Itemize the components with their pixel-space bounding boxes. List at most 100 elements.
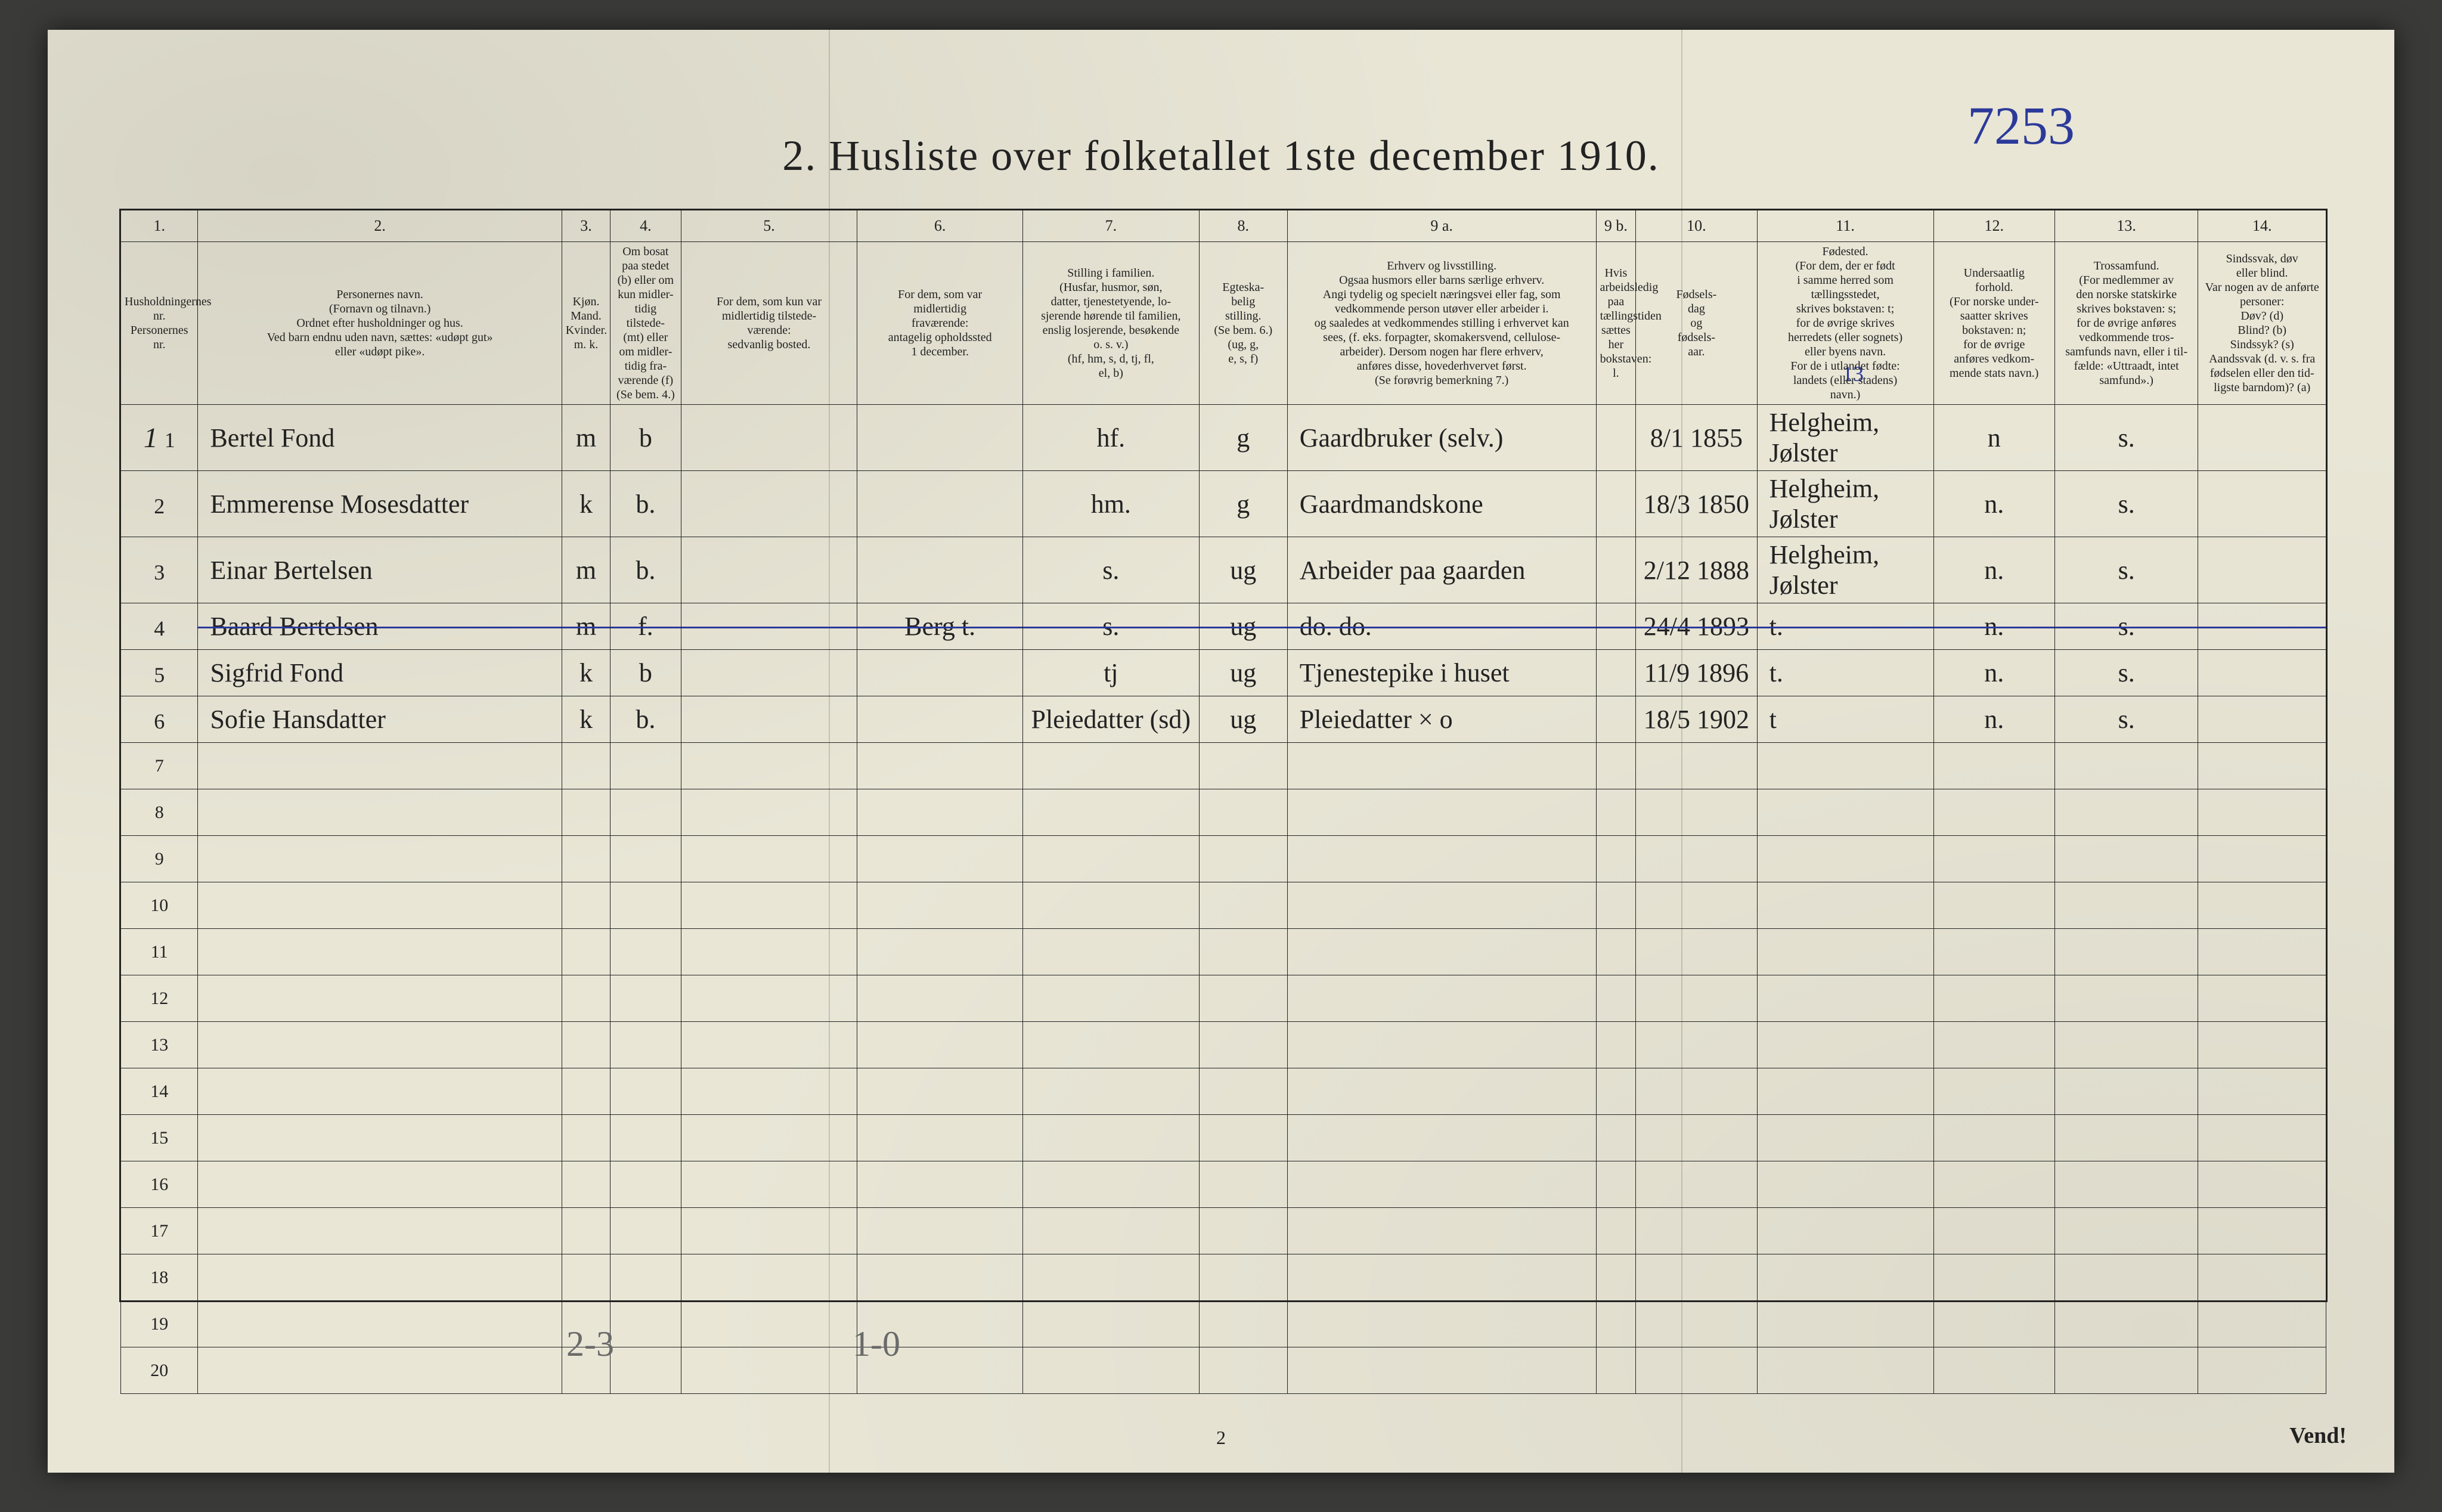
table-cell (198, 975, 562, 1022)
table-cell (1596, 1208, 1636, 1254)
table-cell (857, 537, 1022, 603)
table-row: 15 (121, 1115, 2326, 1161)
table-cell: b. (610, 696, 681, 743)
table-cell: k (562, 696, 610, 743)
table-cell: ug (1199, 696, 1287, 743)
table-cell (562, 1022, 610, 1068)
table-cell (562, 789, 610, 836)
table-cell (681, 1022, 857, 1068)
table-cell (1022, 1068, 1199, 1115)
table-row: 19 (121, 1301, 2326, 1347)
table-cell (1022, 1347, 1199, 1394)
table-cell (198, 1347, 562, 1394)
table-cell: s. (2054, 696, 2198, 743)
table-cell (1287, 789, 1596, 836)
table-cell: s. (2054, 405, 2198, 471)
col-number: 13. (2054, 210, 2198, 242)
table-cell: tj (1022, 650, 1199, 696)
table-cell (1933, 882, 2054, 929)
table-cell (1199, 1161, 1287, 1208)
table-cell (1933, 1347, 2054, 1394)
table-cell: Pleiedatter (sd) (1022, 696, 1199, 743)
table-cell (198, 1301, 562, 1347)
table-cell: Sigfrid Fond (198, 650, 562, 696)
table-cell: Sofie Hansdatter (198, 696, 562, 743)
table-cell (1596, 789, 1636, 836)
table-cell (1287, 929, 1596, 975)
table-cell (1636, 1347, 1757, 1394)
table-cell: 2/12 1888 (1636, 537, 1757, 603)
table-cell (1596, 696, 1636, 743)
row-number: 5 (121, 650, 198, 696)
table-cell (1933, 1254, 2054, 1301)
table-row: 3Einar Bertelsenmb.s.ugArbeider paa gaar… (121, 537, 2326, 603)
table-cell: s. (1022, 603, 1199, 650)
table-cell: Tjenestepike i huset (1287, 650, 1596, 696)
col-number: 9 b. (1596, 210, 1636, 242)
table-cell (2054, 929, 2198, 975)
table-cell (1287, 975, 1596, 1022)
table-cell (198, 1068, 562, 1115)
table-cell (1636, 836, 1757, 882)
census-page: 2. Husliste over folketallet 1ste decemb… (48, 30, 2394, 1473)
table-cell (2198, 975, 2326, 1022)
table-cell: Helgheim, Jølster (1757, 537, 1933, 603)
table-cell (1757, 1068, 1933, 1115)
census-table-wrap: 1.2.3.4.5.6.7.8.9 a.9 b.10.11.12.13.14.H… (119, 209, 2328, 1302)
table-cell (1636, 1161, 1757, 1208)
table-cell (1287, 1115, 1596, 1161)
table-cell (198, 743, 562, 789)
table-cell (1596, 929, 1636, 975)
table-cell (610, 1115, 681, 1161)
table-cell (681, 1115, 857, 1161)
table-cell (1757, 836, 1933, 882)
table-cell (2198, 696, 2326, 743)
table-cell (1636, 1022, 1757, 1068)
table-cell (2054, 789, 2198, 836)
table-cell: m (562, 603, 610, 650)
table-cell (857, 405, 1022, 471)
table-cell (562, 836, 610, 882)
table-cell: 18/5 1902 (1636, 696, 1757, 743)
table-cell: k (562, 471, 610, 537)
col-header: Trossamfund.(For medlemmer avden norske … (2054, 242, 2198, 405)
table-cell (681, 929, 857, 975)
row-number: 3 (121, 537, 198, 603)
table-row: 13 (121, 1022, 2326, 1068)
table-row: 12 (121, 975, 2326, 1022)
table-cell: b. (610, 471, 681, 537)
table-cell (1757, 929, 1933, 975)
row-number: 1 1 (121, 405, 198, 471)
row-number: 13 (121, 1022, 198, 1068)
col-number: 12. (1933, 210, 2054, 242)
table-cell (610, 1254, 681, 1301)
table-cell (681, 603, 857, 650)
table-cell (562, 1115, 610, 1161)
table-cell (198, 1022, 562, 1068)
table-cell (681, 882, 857, 929)
table-cell (2054, 836, 2198, 882)
pencil-note: 2-3 (566, 1324, 614, 1365)
table-cell (2054, 1068, 2198, 1115)
row-number: 6 (121, 696, 198, 743)
table-cell (1933, 1068, 2054, 1115)
table-cell (681, 696, 857, 743)
table-cell: Gaardbruker (selv.) (1287, 405, 1596, 471)
table-cell (562, 975, 610, 1022)
table-cell: n. (1933, 471, 2054, 537)
table-cell (198, 929, 562, 975)
table-cell: Berg t. (857, 603, 1022, 650)
table-cell: m (562, 405, 610, 471)
table-cell (857, 471, 1022, 537)
table-cell: do. do. (1287, 603, 1596, 650)
table-cell (1022, 1115, 1199, 1161)
table-cell (610, 1301, 681, 1347)
table-cell (1287, 882, 1596, 929)
table-cell (681, 650, 857, 696)
table-cell (2198, 882, 2326, 929)
row-number: 20 (121, 1347, 198, 1394)
table-cell: s. (2054, 537, 2198, 603)
table-cell (1636, 1115, 1757, 1161)
table-cell (1199, 1254, 1287, 1301)
table-cell (1757, 1115, 1933, 1161)
